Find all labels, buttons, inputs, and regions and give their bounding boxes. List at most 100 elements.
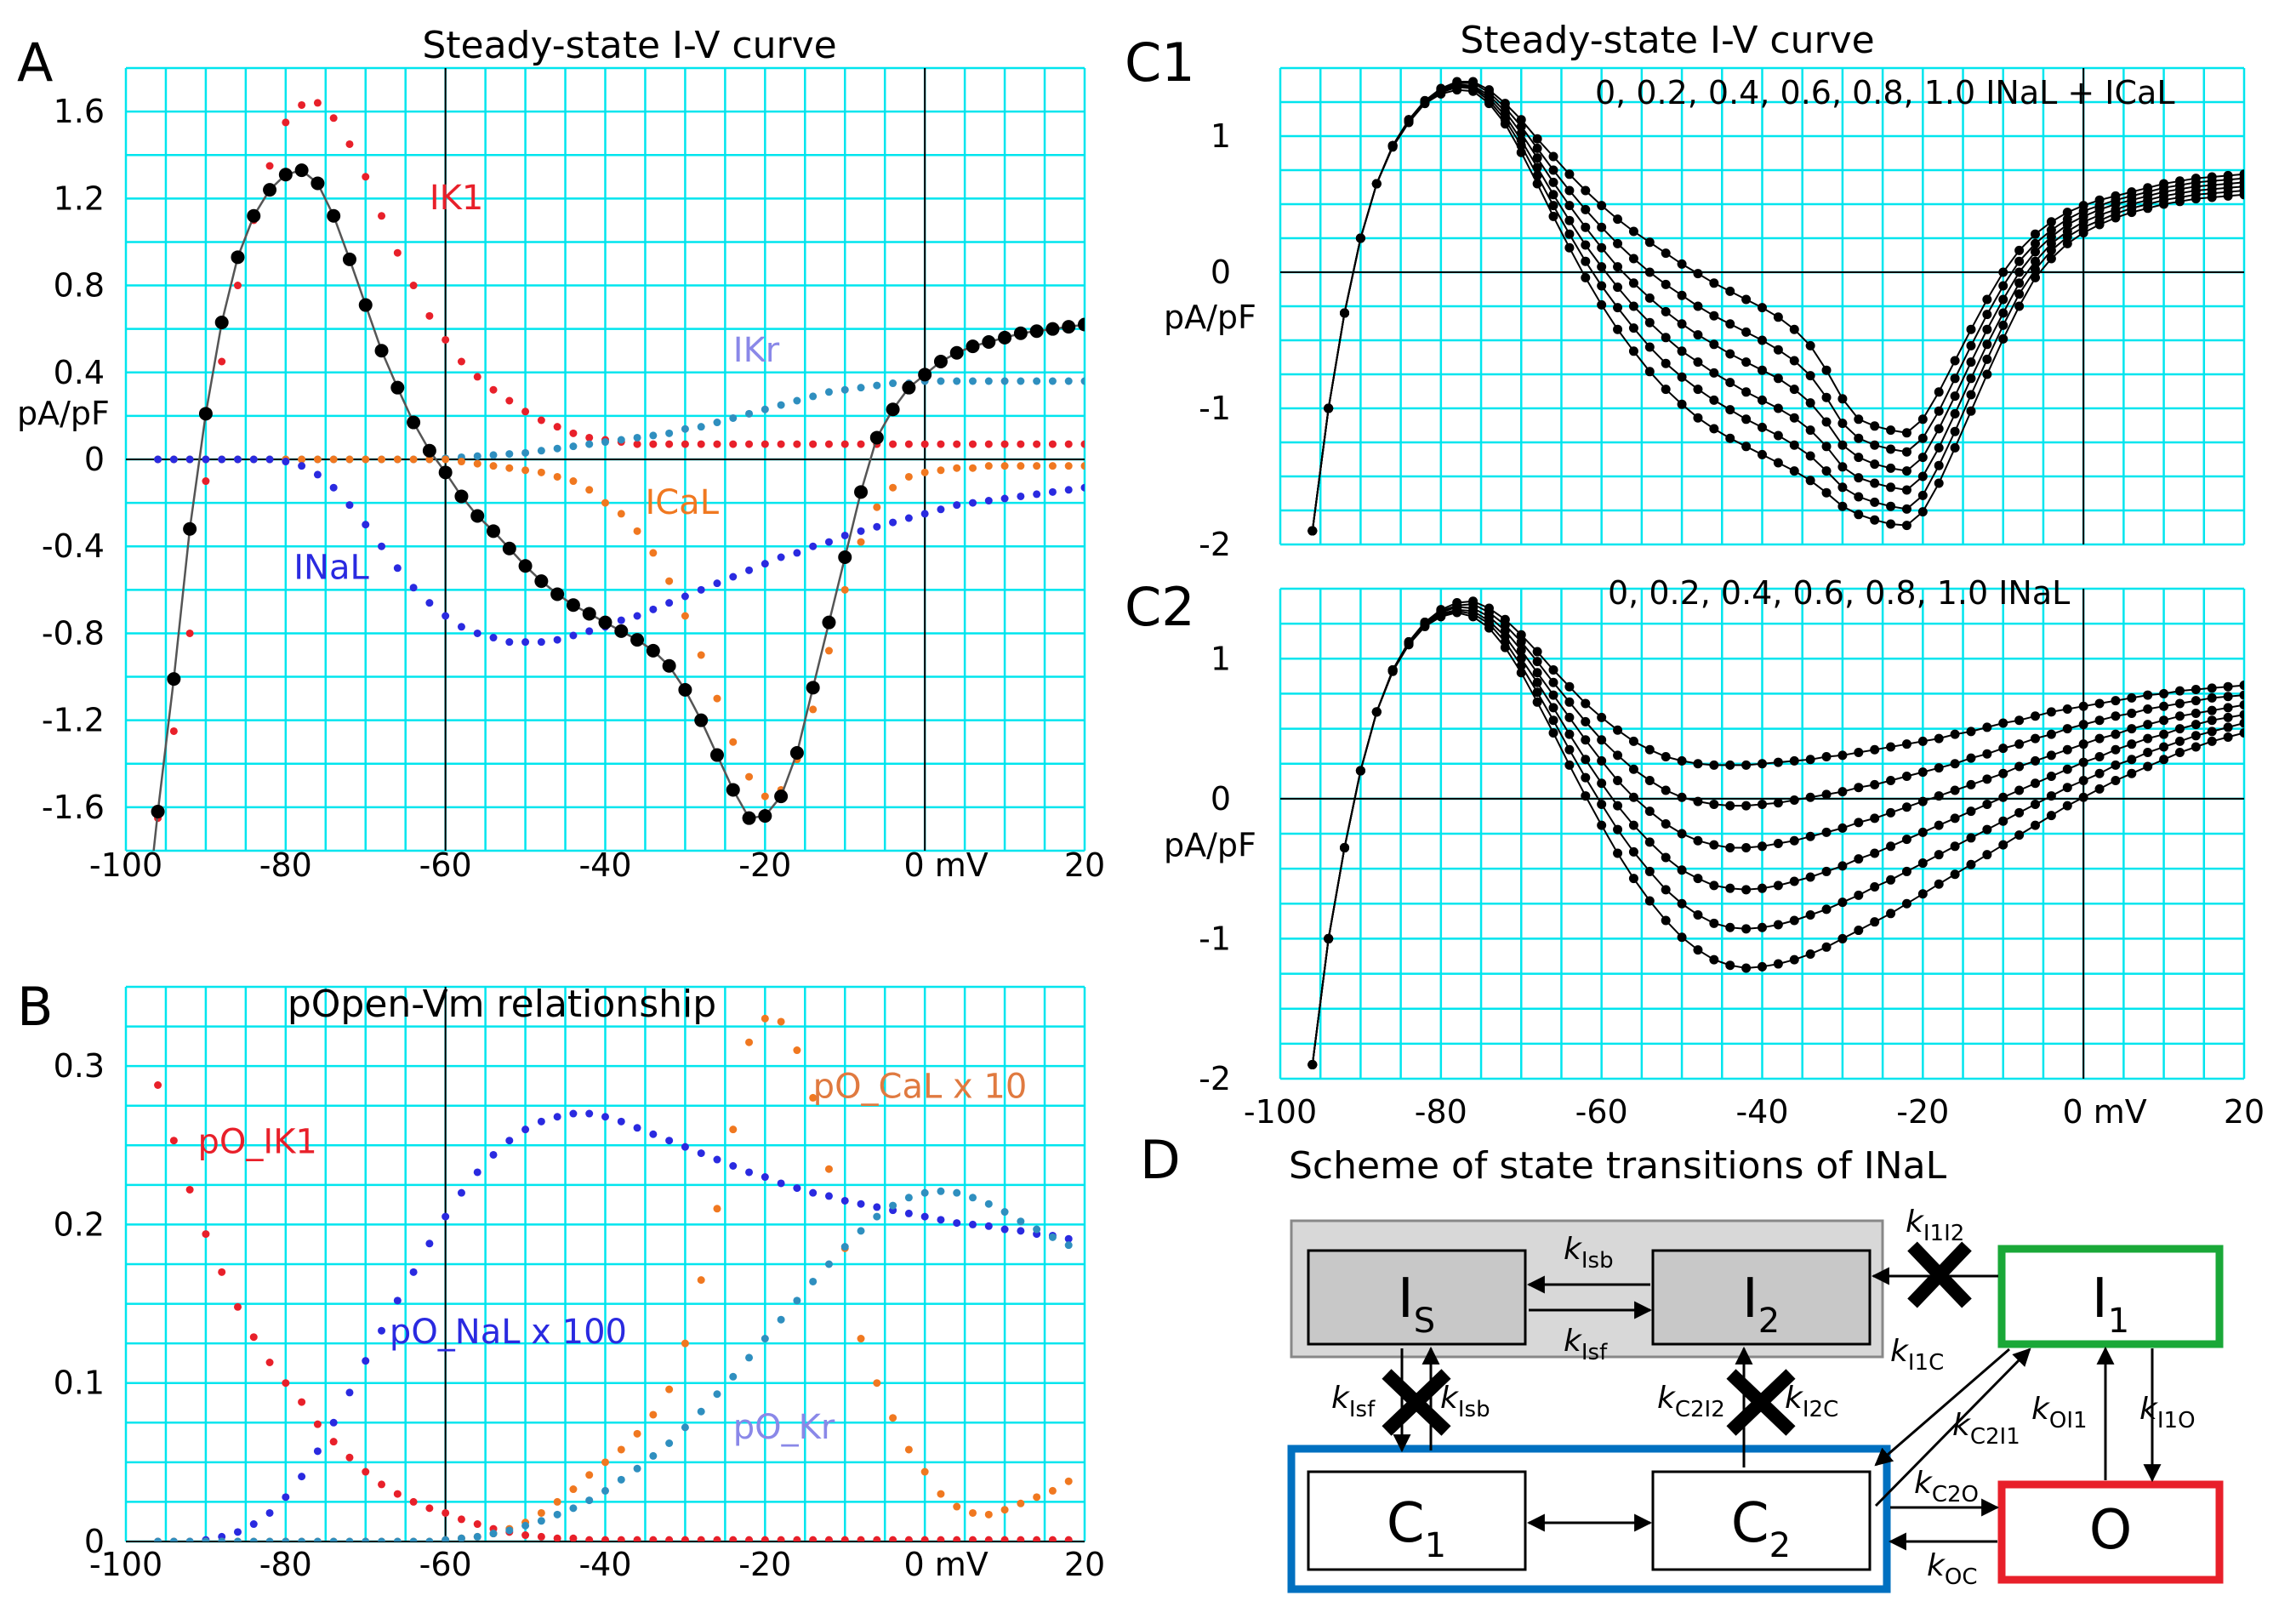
data-point-pO_CaL x 10 [681,1339,689,1348]
data-point [2223,703,2233,713]
data-point [1693,301,1703,311]
data-point-pO_IK1 [233,1302,242,1311]
data-point-pO_Kr [569,1504,578,1513]
data-point [1758,303,1767,313]
data-point [1998,792,2008,802]
data-point [1854,453,1864,463]
data-point [2207,736,2217,746]
data-point [1644,837,1655,847]
data-point-pO_Kr [185,1537,194,1541]
data-point-IKr [521,448,530,457]
data-point [1821,392,1832,402]
data-point-INaL [745,566,754,574]
y-tick-label: 0.2 [54,1205,105,1243]
data-point [2046,238,2056,248]
data-point [2046,811,2056,821]
data-point-IK1 [1064,440,1073,448]
data-point-pO_Kr [937,1187,945,1195]
data-point-IKr [505,450,514,459]
data-point-ICaL [729,738,738,746]
data-point [1564,242,1575,253]
data-point-pO_Kr [793,1296,801,1305]
data-point [1532,153,1542,163]
data-point [1741,294,1752,305]
data-point-IK1 [265,162,274,170]
data-point [1821,365,1832,375]
data-point-total [630,633,645,647]
data-point [1805,451,1815,461]
data-point [1644,775,1655,785]
data-point-ICaL [920,468,929,476]
data-point-pO_Kr [713,1390,721,1399]
y-tick-label: 0 [84,441,105,478]
data-point-IKr [633,433,641,442]
data-point-IKr [953,377,961,385]
data-point-total [1013,326,1028,340]
x-tick-label: -20 [738,846,791,884]
data-point [1387,142,1398,152]
data-point [1613,303,1623,313]
data-point-pO_NaL x 100 [1000,1225,1009,1234]
data-point [1821,466,1832,476]
data-point-IKr [793,396,801,405]
data-point-ICaL [521,466,530,475]
ik1-label: IK1 [430,179,483,218]
data-point [1837,394,1848,404]
data-point [1805,398,1815,408]
data-point-pO_CaL x 10 [953,1502,961,1511]
data-point [2046,231,2056,242]
data-point [1677,290,1687,300]
data-point-pO_Kr [809,1277,818,1285]
data-point-ICaL [633,527,641,535]
data-point [1821,827,1832,837]
data-point [1661,885,1671,895]
data-point [1758,883,1767,893]
data-point [1371,707,1382,717]
data-point-total [678,682,692,697]
rate-label-i2c: kI2C [1785,1381,1838,1422]
data-point [1821,904,1832,915]
data-point-total [758,809,772,823]
data-point-pO_IK1 [282,1379,290,1388]
data-point-total [566,598,580,613]
data-point [1998,294,2008,305]
data-point-pO_NaL x 100 [409,1268,418,1276]
data-point-INaL [553,635,561,644]
data-point [1468,86,1478,96]
data-point-total [167,672,181,687]
data-point-total [327,208,341,223]
data-point-IKr [761,405,769,413]
data-point [1644,267,1655,277]
data-point [2191,684,2201,694]
data-point-IK1 [457,357,465,366]
data-point-pO_CaL x 10 [984,1510,993,1519]
data-point-pO_IK1 [569,1534,578,1541]
data-point [1725,349,1735,359]
data-point-pO_NaL x 100 [569,1109,578,1118]
data-point-pO_CaL x 10 [1064,1477,1073,1485]
data-point-INaL [1080,483,1085,492]
data-point [1628,820,1638,830]
data-point-pO_Kr [969,1194,977,1202]
data-point-IK1 [282,118,290,127]
data-point [2094,784,2105,794]
data-point [1982,722,1992,732]
y-tick-label: -1 [1199,390,1231,427]
data-point-pO_IK1 [457,1515,465,1524]
data-point-pO_NaL x 100 [649,1130,658,1138]
data-point-IKr [537,447,545,455]
data-point [1821,487,1832,498]
data-point [1741,885,1752,895]
data-point-pO_IK1 [1033,1536,1041,1541]
data-point-INaL [809,542,818,550]
data-point-total [902,380,916,395]
data-point [2062,801,2072,811]
data-point-pO_Kr [553,1510,561,1519]
data-point-total [646,643,660,658]
data-point [1613,282,1623,293]
rate-label-isf-top: kIsf [1564,1324,1608,1365]
state-o [1997,1480,2224,1584]
data-point-pO_IK1 [984,1536,993,1541]
data-point [1870,421,1880,431]
data-point-pO_Kr [633,1464,641,1473]
